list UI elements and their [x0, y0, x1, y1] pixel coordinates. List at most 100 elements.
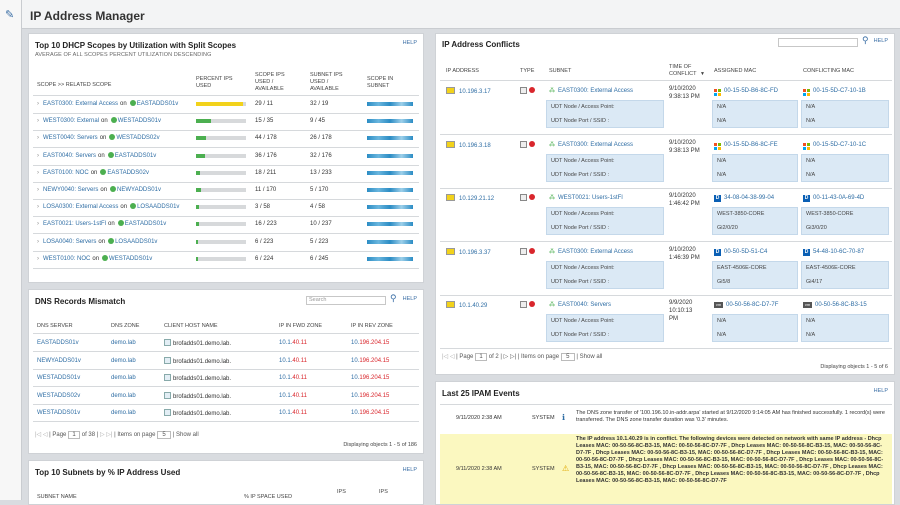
expand-chevron-icon[interactable]: › [37, 118, 39, 125]
dhcp-server-link[interactable]: EASTADDS01v [136, 101, 179, 107]
col-type[interactable]: TYPE [520, 68, 535, 74]
scope-link[interactable]: WEST0040: Servers [43, 135, 98, 142]
scope-cell[interactable]: › EAST0300: External Access on EASTADDS01v [37, 100, 178, 108]
scope-link[interactable]: NEWY0040: Servers [43, 187, 99, 193]
scope-cell[interactable]: › EAST0040: Servers on EASTADDS01v [37, 151, 157, 160]
expand-chevron-icon[interactable]: › [37, 255, 39, 262]
conflict-ip-cell[interactable]: 10.1.40.29 [446, 301, 487, 310]
dhcp-server-link[interactable]: WESTADDS02v [116, 135, 160, 142]
col-pct[interactable]: PERCENT IPS USED [196, 76, 233, 89]
col-ip-space-used[interactable]: % IP SPACE USED [244, 494, 293, 500]
dhcp-server-link[interactable]: EASTADDS01v [114, 152, 157, 159]
col-time[interactable]: TIME OF CONFLICT [669, 64, 697, 77]
dns-search-input[interactable]: Search [306, 296, 386, 305]
col-rev[interactable]: IP IN REV ZONE [351, 323, 393, 329]
scope-cell[interactable]: › WEST0300: External on WESTADDS01v [37, 117, 161, 125]
subnet-cell[interactable]: ⁂ EAST0040: Servers [549, 301, 611, 309]
col-ips-a[interactable]: IPS [337, 489, 346, 495]
expand-chevron-icon[interactable]: › [37, 238, 39, 245]
subnet-cell[interactable]: ⁂ EAST0300: External Access [549, 141, 633, 149]
assigned-mac-cell[interactable]: D 00-50-5D-51-C4 [714, 248, 767, 256]
col-conflicting-mac[interactable]: CONFLICTING MAC [803, 68, 855, 74]
scope-cell[interactable]: › NEWY0040: Servers on NEWYADDS01v [37, 186, 161, 194]
scope-link[interactable]: LOSA0040: Servers [43, 238, 97, 245]
expand-chevron-icon[interactable]: › [37, 187, 39, 193]
scope-link[interactable]: EAST0100: NOC [43, 169, 89, 176]
conflicts-help-link[interactable]: HELP [873, 38, 888, 44]
col-dns-zone[interactable]: DNS ZONE [111, 323, 140, 329]
dhcp-server-link[interactable]: WESTADDS01v [117, 118, 161, 125]
scope-cell[interactable]: › WEST0100: NOC on WESTADDS01v [37, 254, 152, 263]
scope-link[interactable]: EAST0040: Servers [43, 152, 97, 159]
expand-chevron-icon[interactable]: › [37, 221, 39, 228]
expand-chevron-icon[interactable]: › [37, 135, 39, 142]
dns-server-link[interactable]: WESTADDS01v [37, 375, 81, 382]
subnet-cell[interactable]: ⁂ WEST0021: Users-1stFl [549, 194, 623, 202]
subnet-link[interactable]: EAST0300: External Access [558, 141, 634, 148]
subnet-cell[interactable]: ⁂ EAST0300: External Access [549, 87, 633, 95]
assigned-mac-link[interactable]: 00-50-5D-51-C4 [724, 248, 768, 255]
conflicting-mac-link[interactable]: 00-15-5D-C7-10-1C [813, 141, 867, 148]
expand-chevron-icon[interactable]: › [37, 204, 39, 211]
edit-pencil-icon[interactable]: ✎ [5, 9, 15, 21]
scope-cell[interactable]: › WEST0040: Servers on WESTADDS02v [37, 134, 160, 142]
conflicting-mac-cell[interactable]: D 00-11-43-0A-69-4D [803, 194, 864, 202]
conflicting-mac-cell[interactable]: 00-15-5D-C7-10-1C [803, 141, 866, 150]
scope-cell[interactable]: › LOSA0300: External Access on LOSAADDS01v [37, 203, 179, 211]
search-icon[interactable]: ⚲ [862, 35, 869, 45]
subnet-cell[interactable]: ⁂ EAST0300: External Access [549, 248, 633, 256]
dns-zone-link[interactable]: demo.lab [111, 357, 136, 364]
assigned-mac-cell[interactable]: 00-15-5D-B6-8C-FE [714, 141, 778, 150]
scope-cell[interactable]: › EAST0021: Users-1stFl on EASTADDS01v [37, 220, 166, 228]
dns-server-link[interactable]: EASTADDS01v [37, 340, 79, 346]
conflicting-mac-link[interactable]: 00-50-56-8C-B3-15 [815, 302, 867, 308]
conflict-ip-link[interactable]: 10.196.3.37 [459, 249, 491, 256]
conflicting-mac-cell[interactable]: 00-15-5D-C7-10-1B [803, 87, 866, 96]
expand-chevron-icon[interactable]: › [37, 101, 39, 107]
dhcp-help-link[interactable]: HELP [402, 40, 417, 46]
conflicting-mac-link[interactable]: 54-48-10-6C-70-87 [813, 248, 865, 255]
conflicting-mac-link[interactable]: 00-15-5D-C7-10-1B [813, 88, 866, 94]
events-help-link[interactable]: HELP [873, 388, 888, 394]
conflict-ip-link[interactable]: 10.1.40.29 [459, 303, 488, 309]
conflict-ip-cell[interactable]: 10.196.3.37 [446, 247, 491, 257]
dns-server-link[interactable]: NEWYADDS01v [37, 357, 81, 364]
col-assigned-mac[interactable]: ASSIGNED MAC [714, 68, 757, 74]
assigned-mac-link[interactable]: 00-15-5D-B6-8C-FD [724, 88, 779, 94]
subnets-help-link[interactable]: HELP [402, 467, 417, 473]
scope-link[interactable]: WEST0100: NOC [43, 255, 91, 262]
col-scope-ips[interactable]: SCOPE IPS USED / AVAILABLE [255, 72, 285, 92]
scope-link[interactable]: EAST0300: External Access [43, 101, 119, 107]
dhcp-server-link[interactable]: NEWYADDS01v [117, 187, 161, 193]
assigned-mac-cell[interactable]: D 34-08-04-38-99-04 [714, 194, 774, 202]
subnet-link[interactable]: EAST0040: Servers [558, 302, 612, 308]
dhcp-server-link[interactable]: LOSAADDS01v [115, 238, 158, 245]
dhcp-server-link[interactable]: EASTADDS02v [107, 169, 149, 176]
conflict-ip-link[interactable]: 10.196.3.18 [459, 142, 491, 149]
scope-link[interactable]: EAST0021: Users-1stFl [43, 221, 107, 228]
scope-cell[interactable]: › EAST0100: NOC on EASTADDS02v [37, 168, 149, 177]
col-subnet-ips[interactable]: SUBNET IPS USED / AVAILABLE [310, 72, 343, 92]
dhcp-server-link[interactable]: LOSAADDS01v [137, 204, 180, 211]
conflicts-search-input[interactable] [778, 38, 858, 47]
col-scope[interactable]: SCOPE >> RELATED SCOPE [37, 82, 112, 88]
conflicts-pager[interactable]: |◁ ◁ | Page 1 of 2 | ▷ ▷| | Items on pag… [442, 353, 603, 361]
col-scope-in-subnet[interactable]: SCOPE IN SUBNET [367, 76, 394, 89]
dns-help-link[interactable]: HELP [402, 296, 417, 302]
dns-server-link[interactable]: WESTADDS01v [37, 410, 81, 417]
col-subnet[interactable]: SUBNET [549, 68, 572, 74]
scope-link[interactable]: LOSA0300: External Access [43, 204, 119, 211]
col-subnet-name[interactable]: SUBNET NAME [37, 494, 77, 500]
dns-zone-link[interactable]: demo.lab [111, 375, 136, 382]
col-fwd[interactable]: IP IN FWD ZONE [279, 323, 322, 329]
col-client[interactable]: CLIENT HOST NAME [164, 323, 218, 329]
conflict-ip-cell[interactable]: 10.196.3.18 [446, 140, 491, 150]
assigned-mac-cell[interactable]: 00-15-5D-B6-8C-FD [714, 87, 778, 96]
search-icon[interactable]: ⚲ [390, 293, 397, 303]
assigned-mac-cell[interactable]: vm 00-50-56-8C-D7-7F [714, 301, 778, 309]
conflicting-mac-cell[interactable]: D 54-48-10-6C-70-87 [803, 248, 864, 256]
conflicting-mac-cell[interactable]: vm 00-50-56-8C-B3-15 [803, 301, 867, 309]
subnet-link[interactable]: EAST0300: External Access [558, 248, 634, 255]
col-ip-address[interactable]: IP ADDRESS [446, 68, 479, 74]
sort-desc-icon[interactable]: ▼ [700, 71, 705, 77]
